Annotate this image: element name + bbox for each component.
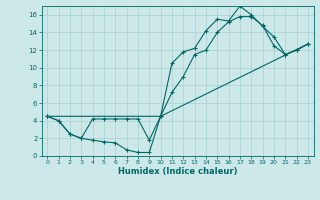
X-axis label: Humidex (Indice chaleur): Humidex (Indice chaleur) [118, 167, 237, 176]
